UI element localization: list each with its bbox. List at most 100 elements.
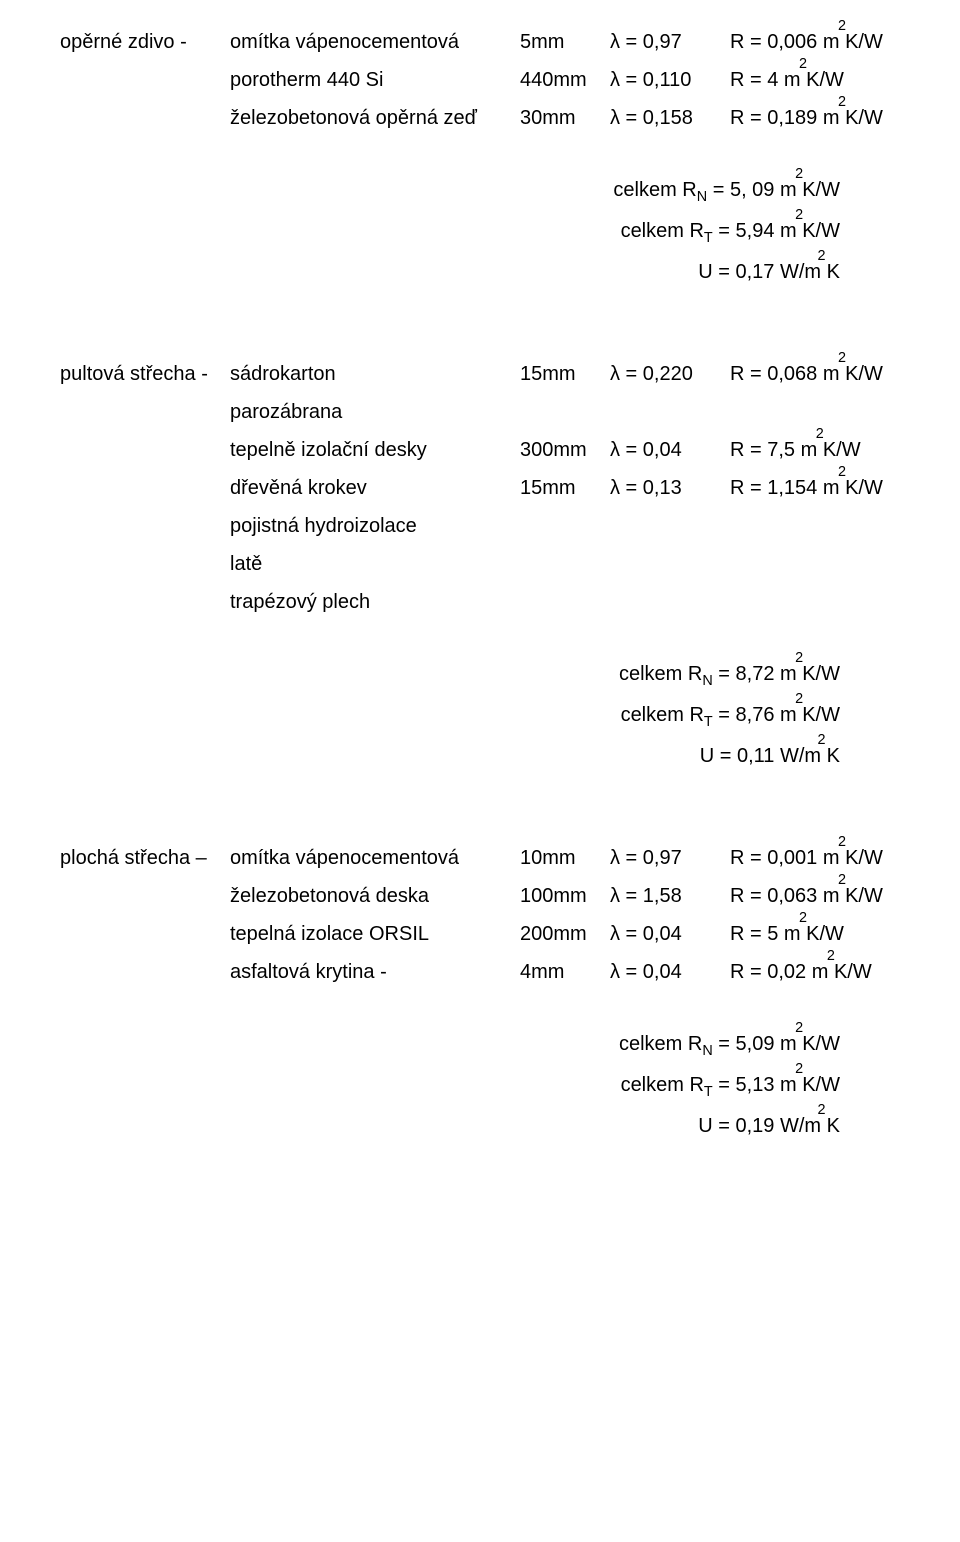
table-row: asfaltová krytina - 4mm λ = 0,04 R = 0,0… (60, 956, 900, 988)
unit-m2kw: m K/W2 (784, 918, 844, 950)
r-text: R = 4 (730, 69, 778, 91)
lambda: λ = 0,220 (610, 358, 730, 390)
unit-m2kw: m K/W2 (780, 1069, 840, 1101)
thickness: 4mm (520, 956, 610, 988)
sup-two: 2 (795, 688, 803, 711)
sup-two: 2 (795, 204, 803, 227)
category-label (60, 64, 230, 96)
thickness: 15mm (520, 358, 610, 390)
unit-text: m K/W (823, 31, 883, 53)
layer-name: omítka vápenocementová (230, 26, 520, 58)
result-rt: celkem RT = 8,76 m K/W2 (60, 699, 900, 734)
results-block: celkem RN = 5, 09 m K/W2 celkem RT = 5,9… (60, 174, 900, 288)
r-text: R = 0,189 (730, 107, 817, 129)
layer-name: pojistná hydroizolace (230, 510, 520, 542)
unit-m2kw: m K/W2 (823, 102, 883, 134)
thickness: 5mm (520, 26, 610, 58)
lambda: λ = 0,158 (610, 102, 730, 134)
r-value: R = 0,001 m K/W2 (730, 842, 900, 874)
results-block: celkem RN = 5,09 m K/W2 celkem RT = 5,13… (60, 1028, 900, 1142)
r-text: R = 5 (730, 923, 778, 945)
lambda: λ = 0,04 (610, 956, 730, 988)
result-text: celkem RN = 5, 09 (613, 179, 774, 201)
unit-text: m K/W (812, 961, 872, 983)
table-row: dřevěná krokev 15mm λ = 0,13 R = 1,154 m… (60, 472, 900, 504)
section-1: opěrné zdivo - omítka vápenocementová 5m… (60, 26, 900, 288)
r-value: R = 0,189 m K/W2 (730, 102, 900, 134)
unit-m2kw: m K/W2 (780, 215, 840, 247)
sup-two: 2 (799, 907, 807, 930)
table-row: parozábrana (60, 396, 900, 428)
layer-name: latě (230, 548, 520, 580)
unit-m2kw: m K/W2 (823, 842, 883, 874)
r-value: R = 0,02 m K/W2 (730, 956, 900, 988)
unit-text: m K/W (780, 1074, 840, 1096)
layer-name: omítka vápenocementová (230, 842, 520, 874)
unit-m2kw: m K/W2 (823, 358, 883, 390)
thickness: 300mm (520, 434, 610, 466)
section-2: pultová střecha - sádrokarton 15mm λ = 0… (60, 358, 900, 772)
result-text: celkem RN = 8,72 (619, 663, 774, 685)
unit-m2kw: m K/W2 (823, 26, 883, 58)
table-row: plochá střecha – omítka vápenocementová … (60, 842, 900, 874)
unit-text: m K/W (823, 477, 883, 499)
unit-text: m K/W (823, 363, 883, 385)
unit-text: W/m K (780, 261, 840, 283)
result-text: celkem RT = 5,13 (621, 1074, 775, 1096)
result-rt: celkem RT = 5,94 m K/W2 (60, 215, 900, 250)
sup-two: 2 (799, 53, 807, 76)
unit-text: m K/W (784, 923, 844, 945)
sup-two: 2 (838, 91, 846, 114)
sup-two: 2 (838, 15, 846, 38)
lambda: λ = 0,97 (610, 842, 730, 874)
unit-m2kw: m K/W2 (801, 434, 861, 466)
table-row: latě (60, 548, 900, 580)
page: opěrné zdivo - omítka vápenocementová 5m… (0, 0, 960, 1192)
table-row: pojistná hydroizolace (60, 510, 900, 542)
result-text: celkem RT = 8,76 (621, 704, 775, 726)
thickness: 200mm (520, 918, 610, 950)
unit-m2kw: m K/W2 (823, 880, 883, 912)
unit-text: m K/W (780, 704, 840, 726)
layer-name: železobetonová opěrná zeď (230, 102, 520, 134)
sup-two: 2 (817, 245, 825, 268)
r-text: R = 0,006 (730, 31, 817, 53)
sup-two: 2 (817, 729, 825, 752)
sup-two: 2 (816, 423, 824, 446)
sup-two: 2 (795, 647, 803, 670)
lambda: λ = 1,58 (610, 880, 730, 912)
layer-name: sádrokarton (230, 358, 520, 390)
table-row: pultová střecha - sádrokarton 15mm λ = 0… (60, 358, 900, 390)
result-text: celkem RN = 5,09 (619, 1033, 774, 1055)
unit-m2kw: m K/W2 (780, 658, 840, 690)
unit-text: m K/W (823, 885, 883, 907)
r-value: R = 5 m K/W2 (730, 918, 900, 950)
unit-m2kw: m K/W2 (780, 174, 840, 206)
sup-two: 2 (817, 1099, 825, 1122)
category-label: plochá střecha – (60, 842, 230, 874)
layer-name: parozábrana (230, 396, 520, 428)
layer-name: porotherm 440 Si (230, 64, 520, 96)
sup-two: 2 (838, 461, 846, 484)
table-row: trapézový plech (60, 586, 900, 618)
thickness: 30mm (520, 102, 610, 134)
section-3: plochá střecha – omítka vápenocementová … (60, 842, 900, 1142)
result-u: U = 0,17 W/m K2 (60, 256, 900, 288)
unit-text: W/m K (780, 1115, 840, 1137)
unit-wm2k: W/m K2 (780, 1110, 840, 1142)
unit-m2kw: m K/W2 (823, 472, 883, 504)
lambda: λ = 0,04 (610, 434, 730, 466)
unit-text: m K/W (780, 663, 840, 685)
unit-text: m K/W (780, 220, 840, 242)
unit-text: m K/W (780, 1033, 840, 1055)
sup-two: 2 (838, 831, 846, 854)
table-row: železobetonová deska 100mm λ = 1,58 R = … (60, 880, 900, 912)
unit-text: m K/W (823, 107, 883, 129)
result-text: U = 0,17 (698, 261, 774, 283)
r-value: R = 0,006 m K/W2 (730, 26, 900, 58)
category-label (60, 102, 230, 134)
layer-name: tepelně izolační desky (230, 434, 520, 466)
unit-m2kw: m K/W2 (780, 699, 840, 731)
layer-name: trapézový plech (230, 586, 520, 618)
result-text: U = 0,11 (700, 745, 775, 767)
